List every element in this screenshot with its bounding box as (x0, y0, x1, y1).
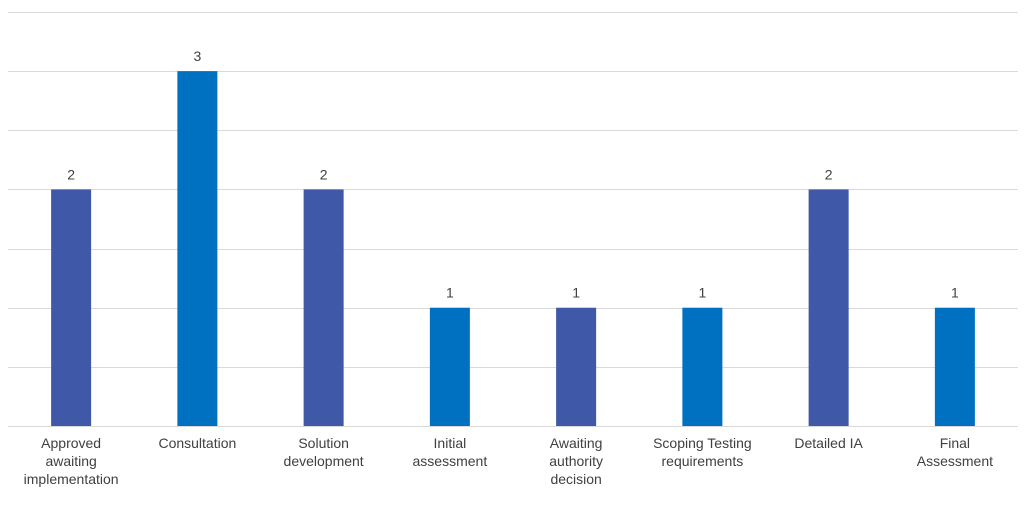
category-label: Consultation (158, 435, 236, 451)
data-label: 1 (698, 285, 706, 301)
bars (51, 71, 975, 427)
gridlines (8, 12, 1018, 427)
category-label: Scoping Testing requirements (653, 435, 752, 469)
data-label: 2 (320, 166, 328, 182)
category-label: Initial assessment (413, 435, 488, 469)
data-labels: 2 3 2 1 1 1 2 1 (67, 48, 959, 301)
bar (429, 307, 470, 426)
category-label: Approved awaiting implementation (24, 435, 119, 487)
bar (934, 307, 975, 426)
bar (682, 307, 723, 426)
data-label: 1 (951, 285, 959, 301)
category-label: Solution development (284, 435, 364, 469)
category-label: Awaiting authority decision (549, 435, 603, 487)
category-label: Detailed IA (794, 435, 863, 451)
data-label: 2 (825, 166, 833, 182)
bar (51, 189, 92, 426)
bar (303, 189, 344, 426)
data-label: 2 (67, 166, 75, 182)
category-label: Final Assessment (917, 435, 993, 469)
bar (556, 307, 597, 426)
bar (808, 189, 849, 426)
bar (177, 71, 218, 427)
data-label: 3 (193, 48, 201, 64)
category-labels: Approved awaiting implementation Consultati… (24, 435, 993, 487)
data-label: 1 (446, 285, 454, 301)
data-label: 1 (572, 285, 580, 301)
